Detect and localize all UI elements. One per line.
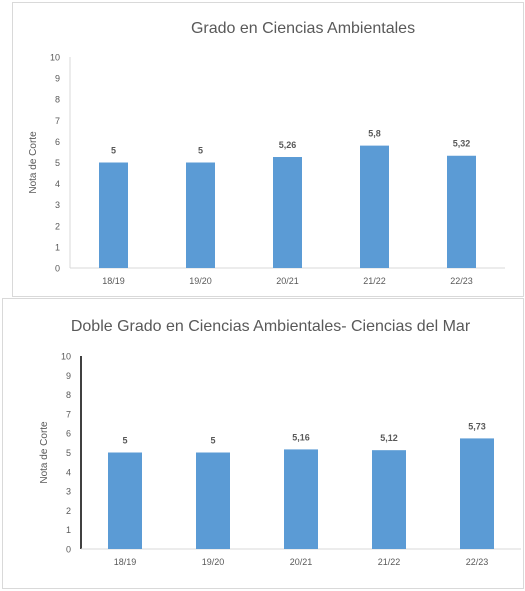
data-label: 5,26 — [279, 140, 297, 150]
data-label: 5 — [122, 436, 127, 446]
y-tick-label: 8 — [66, 390, 71, 400]
chart-title: Grado en Ciencias Ambientales — [190, 20, 416, 37]
bar-chart-svg: 0 1 2 3 4 5 6 7 8 9 10 Nota de Corte 5 18/19 5 19/20 5,2… — [28, 53, 505, 286]
y-tick-label: 3 — [66, 487, 71, 497]
chart-panel-doble-grado: Doble Grado en Ciencias Ambientales- Cie… — [2, 298, 524, 589]
y-tick-label: 10 — [61, 352, 71, 362]
y-tick-label: 4 — [66, 467, 71, 477]
y-tick-label: 6 — [55, 137, 60, 147]
y-tick-label: 9 — [55, 74, 60, 84]
bar-22-23 — [447, 155, 476, 268]
data-label: 5 — [210, 436, 215, 446]
y-tick-label: 10 — [50, 53, 60, 63]
chart-panel-cienc-ambientales: Grado en Ciencias Ambientales 0 1 2 3 4 5 6 7 8 9… — [12, 2, 524, 297]
x-tick-label: 21/22 — [378, 557, 401, 567]
y-axis-title: Nota de Corte — [39, 421, 50, 484]
x-tick-label: 18/19 — [102, 276, 125, 286]
bar-20-21 — [273, 157, 302, 268]
bar-18-19 — [108, 452, 142, 549]
bar-19-20 — [196, 452, 230, 549]
bar-21-22 — [372, 450, 406, 549]
bar-22-23 — [460, 438, 494, 549]
x-tick-label: 22/23 — [466, 557, 489, 567]
y-tick-label: 9 — [66, 371, 71, 381]
x-tick-label: 21/22 — [363, 276, 386, 286]
data-label: 5 — [111, 146, 116, 156]
data-label: 5,73 — [468, 421, 486, 431]
x-tick-label: 19/20 — [202, 557, 225, 567]
bar-chart-svg: 0 1 2 3 4 5 6 7 8 9 10 Nota de Corte 5 18/19 5 19/20 5,1… — [39, 352, 521, 567]
x-tick-label: 18/19 — [114, 557, 137, 567]
bar-20-21 — [284, 449, 318, 549]
y-tick-label: 7 — [66, 409, 71, 419]
bar-19-20 — [186, 162, 215, 268]
y-tick-label: 5 — [66, 448, 71, 458]
bar-21-22 — [360, 145, 389, 268]
y-tick-label: 5 — [55, 158, 60, 168]
y-tick-label: 6 — [66, 429, 71, 439]
y-tick-label: 8 — [55, 95, 60, 105]
chart-title: Doble Grado en Ciencias Ambientales- Cie… — [70, 318, 471, 335]
y-tick-label: 1 — [55, 242, 60, 252]
y-tick-label: 1 — [66, 525, 71, 535]
y-tick-label: 0 — [66, 545, 71, 555]
y-tick-label: 4 — [55, 179, 60, 189]
data-label: 5,8 — [368, 129, 381, 139]
data-label: 5 — [198, 146, 203, 156]
x-tick-label: 20/21 — [290, 557, 313, 567]
y-tick-label: 2 — [66, 506, 71, 516]
bar-18-19 — [99, 162, 128, 268]
y-tick-label: 7 — [55, 116, 60, 126]
x-tick-label: 19/20 — [189, 276, 212, 286]
data-label: 5,32 — [453, 139, 471, 149]
x-tick-label: 20/21 — [276, 276, 299, 286]
data-label: 5,12 — [380, 433, 398, 443]
data-label: 5,16 — [292, 432, 310, 442]
x-tick-label: 22/23 — [450, 276, 473, 286]
y-tick-label: 3 — [55, 200, 60, 210]
y-tick-label: 0 — [55, 264, 60, 274]
y-axis-title: Nota de Corte — [28, 131, 39, 194]
y-tick-label: 2 — [55, 221, 60, 231]
